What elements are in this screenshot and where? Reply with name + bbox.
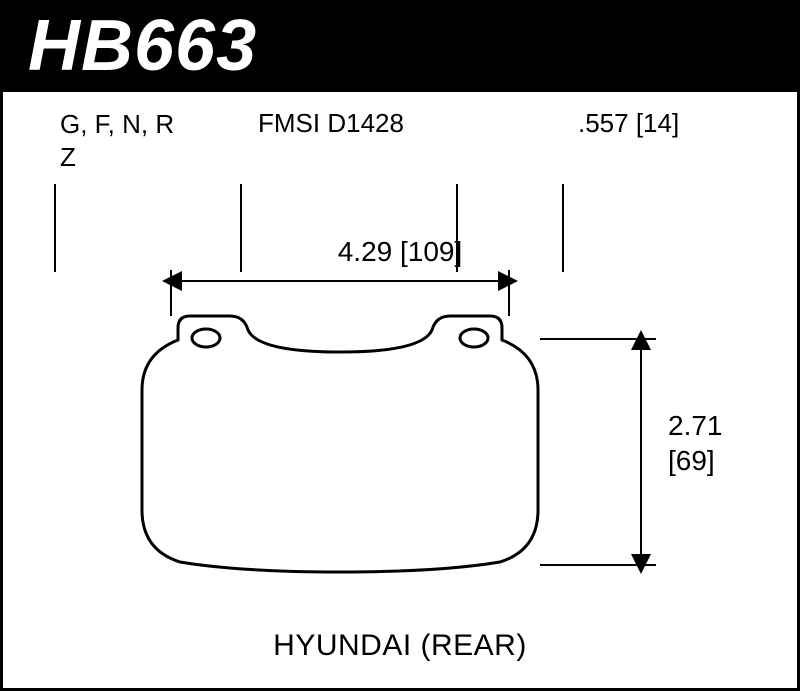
height-inches: 2.71 xyxy=(668,408,723,443)
compound-codes: G, F, N, R Z xyxy=(60,108,174,173)
arrow-right-icon xyxy=(498,271,518,291)
part-number: HB663 xyxy=(28,5,257,87)
width-dimension-line xyxy=(170,280,510,282)
height-mm: [69] xyxy=(668,443,723,478)
compound-codes-line1: G, F, N, R xyxy=(60,108,174,141)
brake-pad-outline xyxy=(140,310,560,590)
header-bar: HB663 xyxy=(0,0,800,92)
arrow-down-icon xyxy=(631,554,651,574)
application-label: HYUNDAI (REAR) xyxy=(0,629,800,663)
fmsi-code: FMSI D1428 xyxy=(258,108,404,139)
thickness-spec: .557 [14] xyxy=(578,108,679,139)
height-dimension-label: 2.71 [69] xyxy=(668,408,723,478)
compound-codes-line2: Z xyxy=(60,141,174,174)
width-dimension-label: 4.29 [109] xyxy=(0,236,800,268)
diagram-area: 4.29 [109] 2.71 [69] xyxy=(0,200,800,630)
height-dimension-line xyxy=(640,338,642,566)
spec-row: G, F, N, R Z FMSI D1428 .557 [14] xyxy=(0,92,800,182)
